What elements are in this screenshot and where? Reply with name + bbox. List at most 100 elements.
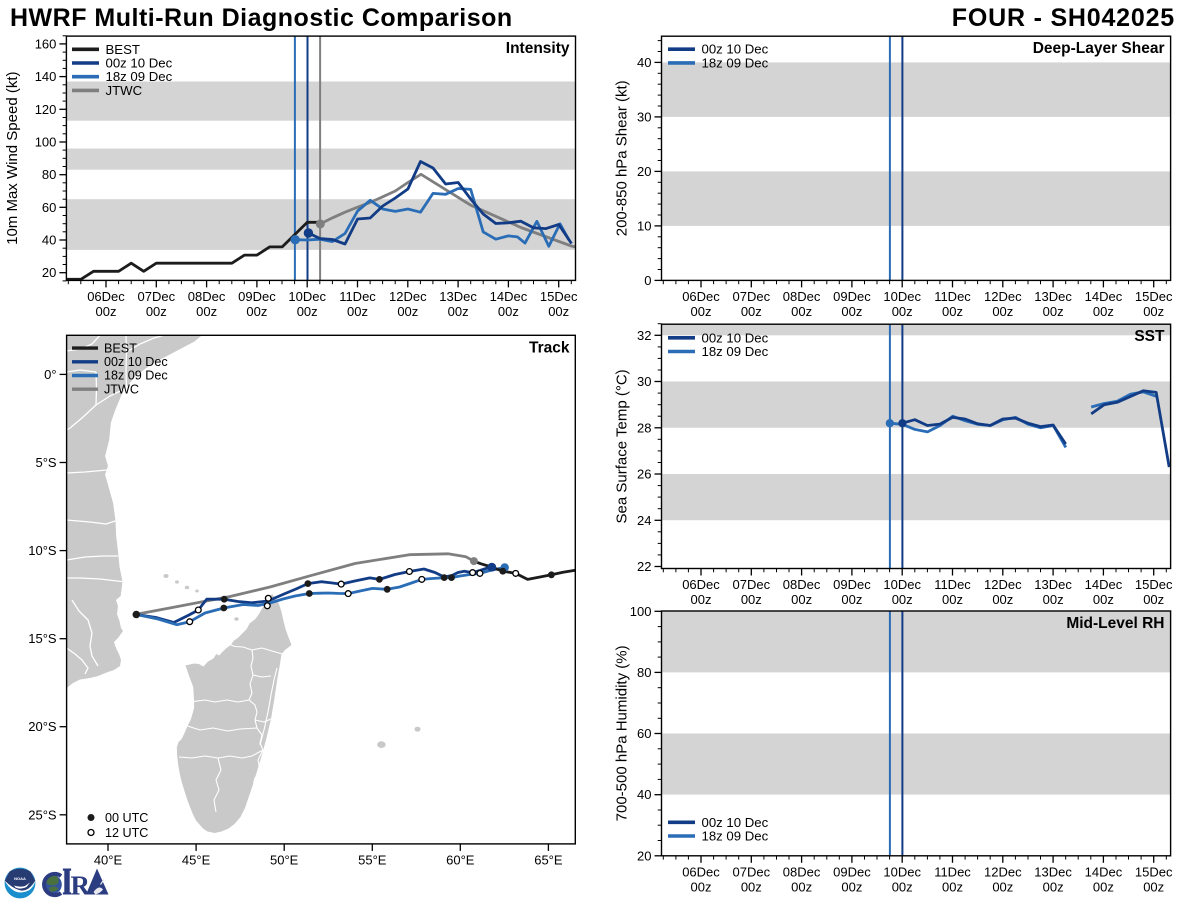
svg-text:15Dec: 15Dec (1135, 864, 1173, 879)
svg-text:10Dec: 10Dec (883, 577, 921, 592)
svg-text:10°S: 10°S (28, 543, 57, 558)
svg-text:13Dec: 13Dec (1034, 864, 1072, 879)
svg-text:60: 60 (42, 200, 56, 215)
svg-text:80: 80 (42, 167, 56, 182)
svg-text:00z: 00z (347, 304, 368, 319)
svg-text:00z: 00z (1143, 304, 1164, 319)
svg-text:BEST: BEST (106, 42, 140, 57)
svg-text:28: 28 (637, 420, 651, 435)
svg-text:00z: 00z (1093, 879, 1114, 894)
svg-text:06Dec: 06Dec (87, 289, 125, 304)
svg-text:00z: 00z (841, 304, 862, 319)
svg-text:140: 140 (35, 69, 57, 84)
svg-text:HWRF Multi-Run Diagnostic Comp: HWRF Multi-Run Diagnostic Comparison (10, 4, 513, 32)
svg-text:00z: 00z (96, 304, 117, 319)
svg-text:40°E: 40°E (94, 852, 123, 867)
svg-text:20: 20 (637, 164, 651, 179)
svg-text:100: 100 (630, 604, 652, 619)
svg-text:00z: 00z (691, 592, 712, 607)
svg-text:120: 120 (35, 102, 57, 117)
svg-text:00z: 00z (1093, 304, 1114, 319)
svg-text:13Dec: 13Dec (439, 289, 477, 304)
svg-text:30: 30 (637, 109, 651, 124)
svg-text:08Dec: 08Dec (783, 577, 821, 592)
svg-text:Intensity: Intensity (506, 40, 570, 57)
svg-text:09Dec: 09Dec (833, 289, 871, 304)
svg-text:100: 100 (35, 135, 57, 150)
svg-text:R: R (71, 871, 91, 900)
svg-text:10: 10 (637, 218, 651, 233)
svg-text:13Dec: 13Dec (1034, 577, 1072, 592)
svg-text:30: 30 (637, 374, 651, 389)
svg-text:20: 20 (637, 848, 651, 863)
svg-text:00z: 00z (1143, 592, 1164, 607)
svg-text:00z: 00z (1043, 592, 1064, 607)
svg-text:NOAA: NOAA (14, 876, 26, 881)
svg-text:00z: 00z (1093, 592, 1114, 607)
svg-text:BEST: BEST (104, 341, 137, 355)
svg-text:12Dec: 12Dec (984, 289, 1022, 304)
svg-text:32: 32 (637, 328, 651, 343)
svg-text:26: 26 (637, 467, 651, 482)
svg-text:00z: 00z (1043, 879, 1064, 894)
svg-text:60: 60 (637, 726, 651, 741)
svg-text:00z: 00z (992, 879, 1013, 894)
svg-text:00z: 00z (992, 592, 1013, 607)
svg-text:25°S: 25°S (28, 807, 57, 822)
svg-text:00z: 00z (992, 304, 1013, 319)
svg-text:00z: 00z (146, 304, 167, 319)
svg-text:0: 0 (644, 273, 651, 288)
svg-text:80: 80 (637, 665, 651, 680)
svg-text:160: 160 (35, 36, 57, 51)
svg-text:12 UTC: 12 UTC (105, 826, 148, 840)
svg-text:00z: 00z (448, 304, 469, 319)
svg-text:12Dec: 12Dec (984, 864, 1022, 879)
svg-text:10Dec: 10Dec (883, 289, 921, 304)
svg-text:12Dec: 12Dec (389, 289, 427, 304)
svg-text:00z: 00z (942, 879, 963, 894)
svg-text:18z 09 Dec: 18z 09 Dec (702, 344, 769, 359)
svg-text:11Dec: 11Dec (934, 864, 971, 879)
svg-text:JTWC: JTWC (104, 382, 139, 396)
svg-text:13Dec: 13Dec (1034, 289, 1072, 304)
svg-text:10Dec: 10Dec (288, 289, 326, 304)
svg-text:00z: 00z (397, 304, 418, 319)
svg-text:15°S: 15°S (28, 631, 57, 646)
svg-text:18z 09 Dec: 18z 09 Dec (702, 55, 769, 70)
svg-text:JTWC: JTWC (106, 83, 143, 98)
svg-text:08Dec: 08Dec (188, 289, 226, 304)
svg-text:15Dec: 15Dec (1135, 289, 1173, 304)
svg-text:00z: 00z (1043, 304, 1064, 319)
svg-text:09Dec: 09Dec (238, 289, 276, 304)
svg-text:07Dec: 07Dec (138, 289, 176, 304)
svg-text:40: 40 (637, 787, 651, 802)
svg-text:50°E: 50°E (270, 852, 299, 867)
svg-text:07Dec: 07Dec (733, 577, 771, 592)
svg-text:07Dec: 07Dec (733, 289, 771, 304)
svg-text:Mid-Level RH: Mid-Level RH (1066, 615, 1164, 632)
svg-text:00z: 00z (691, 304, 712, 319)
svg-text:0°: 0° (44, 367, 56, 382)
svg-text:00z: 00z (741, 592, 762, 607)
svg-text:00z: 00z (691, 879, 712, 894)
svg-text:SST: SST (1134, 328, 1165, 345)
svg-text:Deep-Layer Shear: Deep-Layer Shear (1033, 40, 1165, 57)
svg-text:FOUR - SH042025: FOUR - SH042025 (952, 4, 1175, 32)
svg-text:14Dec: 14Dec (490, 289, 528, 304)
svg-text:00z: 00z (196, 304, 217, 319)
svg-text:700-500 hPa Humidity (%): 700-500 hPa Humidity (%) (614, 645, 631, 821)
svg-text:18z 09 Dec: 18z 09 Dec (106, 69, 173, 84)
svg-text:15Dec: 15Dec (540, 289, 578, 304)
svg-text:00z 10 Dec: 00z 10 Dec (104, 355, 168, 369)
svg-text:20°S: 20°S (28, 719, 57, 734)
svg-text:14Dec: 14Dec (1085, 577, 1123, 592)
svg-text:00z: 00z (548, 304, 569, 319)
svg-text:11Dec: 11Dec (339, 289, 376, 304)
svg-text:00z: 00z (498, 304, 519, 319)
svg-text:08Dec: 08Dec (783, 289, 821, 304)
svg-text:00z: 00z (741, 879, 762, 894)
svg-text:00z 10 Dec: 00z 10 Dec (702, 330, 769, 345)
svg-text:00z 10 Dec: 00z 10 Dec (106, 56, 173, 71)
svg-text:200-850 hPa Shear (kt): 200-850 hPa Shear (kt) (614, 80, 631, 236)
svg-text:45°E: 45°E (182, 852, 211, 867)
